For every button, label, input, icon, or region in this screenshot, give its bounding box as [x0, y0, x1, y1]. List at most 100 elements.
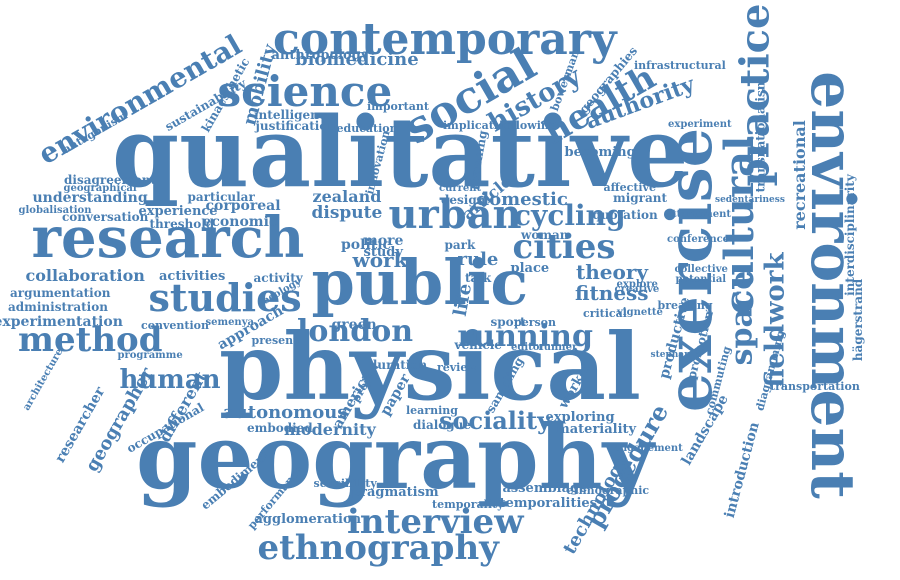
word-dispute: dispute [311, 202, 383, 223]
word-temporality: temporality [432, 497, 504, 511]
word-creative: creative [614, 284, 660, 295]
word-domestic: domestic [476, 189, 568, 210]
word-particular: particular [187, 190, 255, 204]
word-semenya: semenya [205, 317, 255, 328]
word-method: method [18, 320, 163, 360]
word-person: person [514, 315, 557, 329]
word-justification: justification [255, 119, 337, 133]
word-education: education [336, 121, 398, 135]
word-migrant: migrant [613, 191, 668, 205]
word-breaking: breaking [657, 298, 713, 312]
word-intelligence: intelligence [254, 108, 334, 122]
word-experimentation: experimentation [0, 314, 123, 330]
word-argumentation: argumentation [10, 286, 111, 300]
word-zealand: zealand [312, 187, 382, 206]
word-work: work [352, 248, 408, 272]
word-learning: learning [406, 403, 458, 417]
word-globalisation: globalisation [18, 205, 92, 216]
word-editor: editor [511, 342, 545, 353]
word-vehicle: vehicle [454, 338, 502, 352]
word-place: place [510, 260, 550, 276]
word-life: life [449, 281, 476, 318]
word-embodied: embodied [247, 421, 313, 435]
word-sensibility: sensibility [313, 476, 377, 490]
word-engagement: engagement [613, 443, 683, 454]
word-collective: collective [674, 264, 728, 275]
word-contemporary: contemporary [273, 14, 617, 65]
word-geographical: geographical [63, 183, 137, 194]
word-critical: critical [583, 306, 627, 320]
word-corporeal: corporeal [205, 198, 281, 214]
word-ethnography: ethnography [257, 528, 499, 568]
word-programme: programme [117, 350, 183, 361]
word-woman: woman [521, 228, 569, 242]
word-experience: experience [138, 203, 218, 219]
word-design: design [441, 193, 486, 207]
word-duration: duration [369, 358, 428, 372]
word-potential: potential [675, 274, 727, 285]
word-study: study [363, 244, 403, 260]
word-dialogue: dialogue [413, 418, 472, 432]
word-stephanie: stephanie [650, 349, 700, 360]
word-important: important [367, 99, 429, 113]
word-studies: studies [148, 275, 302, 320]
word-threshold: threshold [149, 217, 215, 231]
word-physical: physical [219, 313, 641, 421]
word-more: more [363, 233, 404, 249]
word-park: park [444, 238, 476, 252]
word-transportation: transportation [770, 379, 860, 393]
word-rule: rule [457, 249, 499, 270]
word-becoming: becoming [564, 144, 636, 160]
word-anthropology: anthropology [271, 47, 369, 63]
word-understanding: understanding [32, 190, 148, 206]
word-implication: implication [443, 118, 514, 132]
word-assemblage: assemblage [502, 480, 588, 496]
word-research: research [31, 205, 305, 271]
word-pragmatism: pragmatism [351, 484, 439, 500]
word-activities: activities [159, 268, 226, 284]
word-sedentariness: sedentariness [715, 194, 785, 205]
word-talk: talk [465, 271, 492, 285]
word-present: present [251, 333, 299, 347]
word-cycling: cycling [514, 199, 626, 232]
word-infrastructural: infrastructural [634, 58, 726, 72]
word-convention: convention [141, 318, 210, 332]
word-disagreement: disagreement [64, 173, 157, 187]
word-ethnographic: ethnographic [566, 483, 650, 497]
word-sociality: sociality [439, 406, 552, 435]
word-current: current [439, 183, 482, 194]
word-hägerstrand: hägerstrand [851, 278, 866, 362]
word-conversation: conversation [62, 210, 149, 224]
word-recreational: recreational [789, 120, 809, 230]
word-geography: geography [136, 405, 654, 509]
word-politic: politic [341, 237, 392, 253]
word-transnationalism: transnationalism [752, 77, 767, 193]
word-fitness: fitness [575, 281, 649, 305]
word-exploring: exploring [545, 409, 615, 425]
word-biomedicine: biomedicine [295, 49, 419, 70]
word-london: london [297, 314, 414, 349]
word-modernity: modernity [284, 420, 376, 439]
word-green: green [331, 317, 377, 333]
word-cities: cities [512, 227, 616, 267]
word-experiment: experiment [668, 119, 732, 130]
word-interview: interview [347, 502, 524, 542]
word-economic: economic [202, 214, 278, 230]
word-temporalities: temporalities [499, 495, 597, 511]
word-human: human [119, 365, 221, 395]
word-sport: sport [490, 315, 526, 329]
word-introduction: introduction [721, 420, 763, 520]
word-runner: runner [538, 342, 578, 353]
word-public: public [311, 246, 529, 319]
word-running: running [457, 319, 593, 354]
word-following: following [499, 118, 557, 132]
word-vignette: vignette [617, 307, 663, 318]
word-autonomous: autonomous [223, 402, 348, 423]
word-quotation: quotation [592, 208, 658, 222]
word-affective: affective [603, 180, 657, 194]
word-conference: conference [667, 234, 730, 245]
word-materiality: materiality [556, 421, 637, 437]
word-theory: theory [576, 260, 649, 284]
word-review: review [437, 360, 477, 374]
